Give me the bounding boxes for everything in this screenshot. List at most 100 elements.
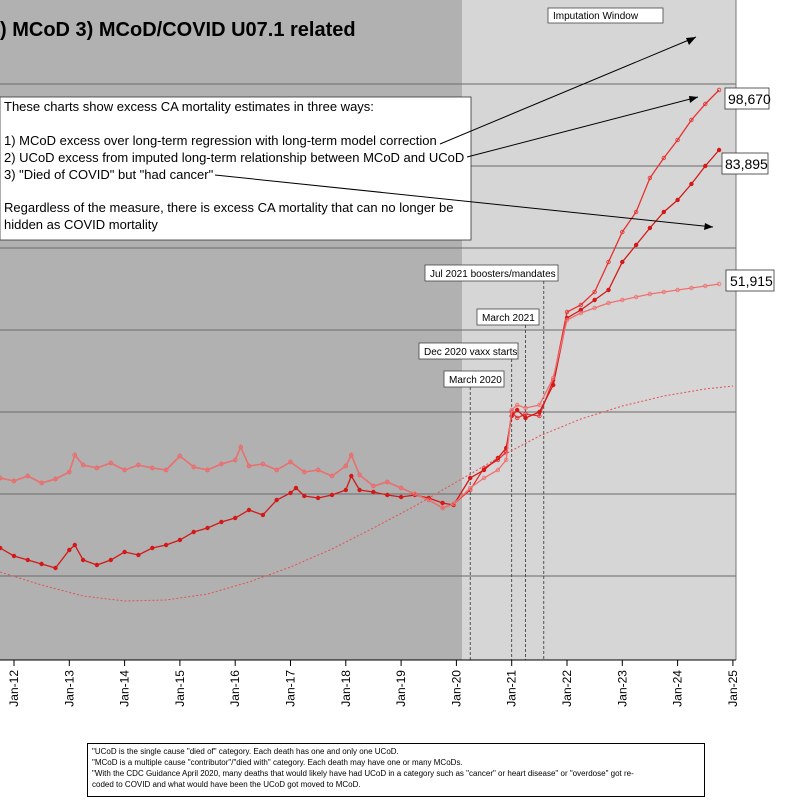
series-point [150,465,155,471]
series-point [94,465,100,471]
vaxx-label-text: Dec 2020 vaxx starts [424,347,517,358]
series-point [647,175,653,181]
series-point [67,469,72,475]
series-point [72,542,77,548]
series-point [398,494,404,500]
series-point [288,490,293,496]
series-point [136,462,141,468]
boosters-label: Jul 2021 boosters/mandates [424,264,559,282]
series-point [592,297,597,303]
end-label-text: 98,670 [728,91,771,107]
series-point [592,305,597,311]
event-lines [469,281,545,660]
series-point [302,493,307,499]
series-point [357,487,362,493]
vaxx-label-box [418,342,519,360]
series-point [302,469,307,475]
series-point [564,317,570,323]
series-point [246,463,252,469]
series-point [288,459,293,465]
series-point [11,478,17,484]
end-label-box [724,87,770,110]
note-item1: 1) MCoD excess over long-term regression… [4,133,437,148]
series-point [504,449,509,455]
march2020-label-text: March 2020 [449,375,502,386]
imputation-label-text: Imputation Window [553,11,639,22]
boosters-label-text: Jul 2021 boosters/mandates [430,269,556,280]
series-point [349,473,354,479]
boosters-label-box [424,264,559,282]
series-point [205,467,210,473]
x-tick-label: Jan-20 [449,670,463,707]
x-tick-label: Jan-14 [118,670,132,707]
series-point [39,561,44,567]
note-item2: 2) UCoD excess from imputed long-term re… [4,150,464,165]
series-point [274,467,279,473]
series-point [647,291,653,297]
footnote-line: coded to COVID and what would have been … [92,780,361,789]
imputation-label-box [547,7,664,24]
footnote-line: "UCoD is the single cause "died of" cate… [92,747,399,756]
note-intro: These charts show excess CA mortality es… [4,99,374,114]
series-point [53,565,58,571]
x-tick-label: Jan-18 [339,670,353,707]
march2020-label-box [443,370,505,388]
series-point [537,413,542,419]
series-point [661,209,666,215]
x-tick-label: Jan-13 [62,670,76,707]
series-point [371,489,376,495]
series-point [716,87,722,93]
series-line-2 [0,283,720,509]
series-point [329,492,335,498]
series-point [25,473,30,479]
series-point [205,525,210,531]
series-point [578,307,583,313]
series-point [0,475,3,481]
x-tick-label: Jan-23 [615,670,629,707]
series-point [703,163,708,169]
series-point [191,529,196,535]
series-line-1 [0,149,720,569]
series-point [468,475,473,481]
series-point [661,155,666,161]
series-point [481,467,487,473]
series-point [515,407,520,413]
footnote-box: "UCoD is the single cause "died of" cate… [87,743,705,797]
series-point [578,302,583,308]
series-point [343,463,348,469]
series-point [675,137,680,143]
series-point [293,485,299,491]
series-point [633,294,639,300]
pointer-arrows [214,36,714,230]
x-tick-label: Jan-17 [284,670,298,707]
march2021-label: March 2021 [476,308,540,326]
series-point [551,375,556,381]
chart-title: ) MCoD 3) MCoD/COVID U07.1 related [0,19,356,41]
series-point [94,562,100,568]
x-tick-label: Jan-24 [671,670,685,707]
series-point [647,225,653,231]
series-point [551,382,556,388]
series-point [260,512,266,518]
series-point [495,467,501,473]
series-point [504,457,509,463]
series-point [592,289,597,295]
series-point [515,402,520,408]
series-point [523,415,528,421]
series-point [371,483,376,489]
series-point [606,259,611,265]
series-point [53,476,58,482]
series-point [11,553,17,559]
series-point [385,492,390,498]
series-point [219,461,224,467]
chart: ) MCoD 3) MCoD/COVID U07.1 related Imput… [0,0,775,707]
series-point [219,519,224,525]
series-point [260,461,266,467]
series-point [606,300,611,306]
series-point [703,283,708,289]
series-line-3 [0,385,733,602]
x-tick-label: Jan-19 [394,670,408,707]
x-tick-label: Jan-21 [505,670,519,707]
series-point [315,495,321,501]
series-point [440,505,445,511]
